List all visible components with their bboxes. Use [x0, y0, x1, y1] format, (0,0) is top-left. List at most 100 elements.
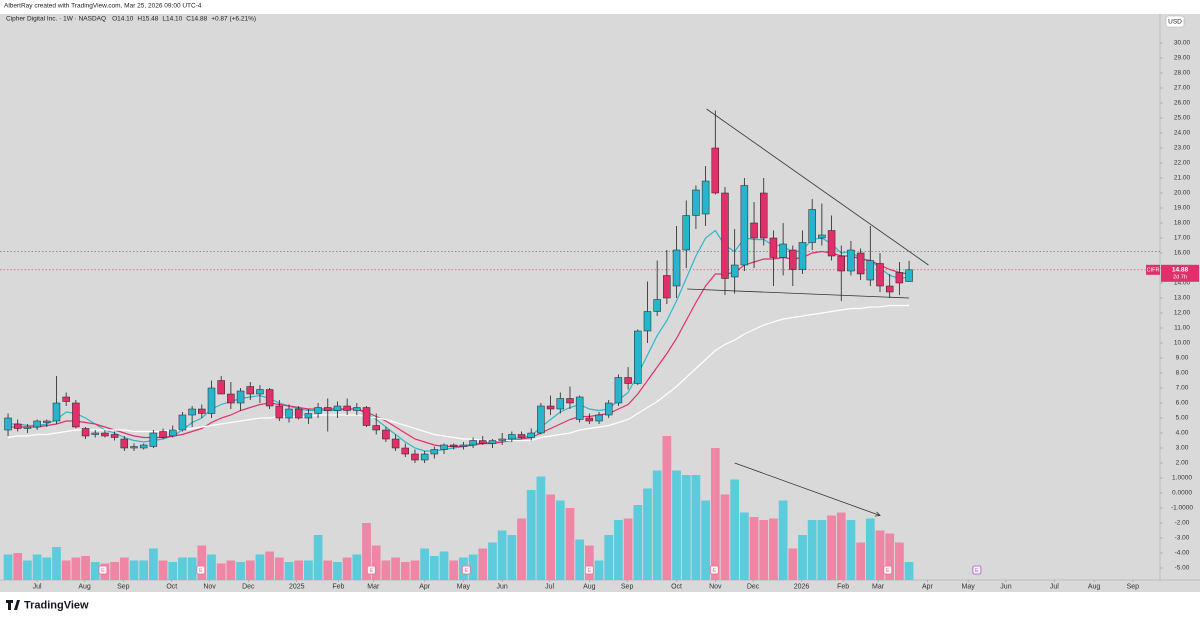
- candle-body: [382, 429, 390, 440]
- candle-body: [391, 438, 400, 449]
- candle-body: [488, 440, 497, 444]
- volume-bar: [90, 562, 100, 580]
- event-label: E: [464, 568, 468, 574]
- y-tick-label: 26.00: [1174, 100, 1191, 107]
- candle-body: [169, 429, 177, 437]
- y-tick-label: -1.0000: [1171, 505, 1193, 512]
- candle-body: [818, 234, 826, 239]
- candle-body: [33, 420, 41, 428]
- volume-bar: [3, 554, 13, 580]
- candle-body: [110, 434, 119, 438]
- moving-average: [8, 250, 910, 448]
- y-tick-label: 29.00: [1174, 55, 1191, 62]
- candle-body: [730, 264, 739, 278]
- volume-bar: [381, 560, 391, 580]
- x-tick-label: Feb: [837, 583, 849, 590]
- candle-body: [895, 272, 904, 284]
- y-tick-label: 14.00: [1174, 280, 1191, 287]
- volume-bar: [526, 490, 536, 580]
- volume-bar: [352, 554, 362, 580]
- volume-bar: [633, 505, 643, 580]
- x-tick-label: Nov: [709, 583, 722, 590]
- volume-bar: [32, 554, 42, 580]
- candle-body: [517, 434, 526, 438]
- time-axis-panel: [0, 580, 1200, 592]
- volume-bar: [362, 523, 371, 580]
- x-tick-label: Oct: [166, 583, 177, 590]
- price-axis-panel: [1160, 14, 1200, 580]
- y-tick-label: 18.00: [1174, 220, 1191, 227]
- candle-body: [585, 417, 594, 422]
- event-marker: [196, 565, 206, 575]
- volume-bar: [410, 560, 420, 580]
- candle-body: [198, 408, 206, 414]
- candle-body: [324, 407, 332, 411]
- ohlc-value: L14.10: [162, 16, 182, 23]
- y-tick-label: 7.00: [1176, 385, 1189, 392]
- symbol-tag-box: [1146, 264, 1160, 275]
- y-tick-label: 9.00: [1176, 355, 1189, 362]
- volume-bar: [216, 563, 226, 580]
- volume-bar: [129, 560, 139, 580]
- candle-body: [265, 389, 274, 407]
- volume-bar: [865, 518, 875, 580]
- volume-bar: [662, 436, 672, 580]
- volume-bar: [265, 551, 274, 580]
- candle-body: [740, 185, 749, 266]
- y-tick-label: 5.00: [1176, 415, 1189, 422]
- candle-body: [701, 180, 710, 215]
- x-tick-label: Jun: [1000, 583, 1011, 590]
- candle-body: [769, 237, 778, 258]
- candle-body: [721, 192, 729, 279]
- volume-bar: [555, 500, 565, 580]
- candle-body: [643, 311, 652, 332]
- x-tick-label: Sep: [1127, 583, 1140, 590]
- y-tick-label: 4.00: [1176, 430, 1189, 437]
- candle-body: [23, 426, 32, 429]
- volume-bar: [536, 476, 546, 580]
- volume-bar: [817, 520, 827, 580]
- volume-bar: [604, 535, 614, 580]
- brand-logo: TradingView: [6, 599, 89, 611]
- event-marker: [709, 565, 719, 575]
- y-tick-label: 21.00: [1174, 175, 1191, 182]
- x-tick-label: May: [457, 583, 471, 590]
- x-tick-label: Dec: [242, 583, 255, 590]
- volume-bar: [333, 562, 342, 580]
- candle-body: [837, 255, 845, 272]
- volume-bar: [517, 518, 526, 580]
- volume-bar: [565, 508, 575, 580]
- volume-bar: [42, 557, 52, 580]
- volume-bar: [478, 548, 488, 580]
- volume-bar: [546, 494, 555, 580]
- volume-bar: [594, 560, 604, 580]
- volume-bar: [836, 512, 846, 580]
- y-tick-label: 22.00: [1174, 160, 1191, 167]
- volume-bar: [720, 494, 730, 580]
- candle-body: [13, 423, 22, 429]
- candle-body: [149, 432, 158, 447]
- x-tick-label: Dec: [747, 583, 760, 590]
- volume-bar: [904, 562, 914, 580]
- volume-bar: [701, 500, 710, 580]
- volume-bar: [759, 520, 769, 580]
- candle-body: [527, 432, 535, 438]
- y-tick-label: 10.00: [1174, 340, 1191, 347]
- x-tick-label: Apr: [419, 583, 431, 590]
- candle-body: [508, 434, 516, 440]
- y-tick-label: 3.00: [1176, 445, 1189, 452]
- event-label: E: [975, 568, 979, 574]
- event-marker: [366, 565, 376, 575]
- candle-body: [314, 407, 322, 414]
- candle-body: [52, 402, 61, 422]
- candle-body: [275, 405, 284, 419]
- volume-bar: [710, 448, 720, 580]
- candle-body: [236, 390, 245, 404]
- volume-bar: [323, 560, 333, 580]
- candle-body: [624, 377, 632, 384]
- y-tick-label: -5.00: [1175, 565, 1190, 572]
- volume-bar: [236, 562, 245, 580]
- candle-body: [556, 398, 565, 410]
- x-tick-label: Aug: [583, 583, 596, 590]
- y-tick-label: 20.00: [1174, 190, 1191, 197]
